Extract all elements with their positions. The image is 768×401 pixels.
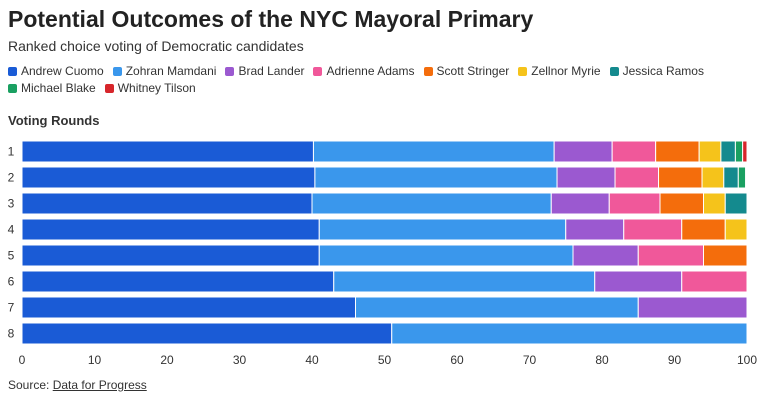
legend-item: Zellnor Myrie xyxy=(518,64,601,78)
legend-label: Whitney Tilson xyxy=(117,81,196,95)
legend-item: Zohran Mamdani xyxy=(112,64,217,78)
chart-title: Potential Outcomes of the NYC Mayoral Pr… xyxy=(8,6,534,32)
bar-segment xyxy=(720,140,736,163)
bar-segment xyxy=(311,192,552,215)
legend-swatch xyxy=(609,66,619,76)
bar-segment xyxy=(658,166,703,189)
legend-item: Brad Lander xyxy=(225,64,304,78)
y-axis-title: Voting Rounds xyxy=(8,113,100,128)
bar-segment xyxy=(21,270,335,293)
bar-segment xyxy=(312,140,555,163)
bar-segment xyxy=(703,192,726,215)
bar-segment xyxy=(724,192,748,215)
bar-segment xyxy=(333,270,596,293)
y-tick-label: 4 xyxy=(8,223,15,237)
bar-segment xyxy=(608,192,661,215)
bar-segment xyxy=(21,192,313,215)
bar-segment xyxy=(21,244,320,267)
legend-swatch xyxy=(225,66,235,76)
x-tick-label: 90 xyxy=(668,353,682,367)
legend-label: Scott Stringer xyxy=(436,64,510,78)
x-tick-label: 50 xyxy=(378,353,392,367)
bar-segment xyxy=(637,244,704,267)
bar-segment xyxy=(21,218,320,241)
legend-item: Whitney Tilson xyxy=(104,81,196,95)
bar-segment xyxy=(550,192,610,215)
x-tick-label: 30 xyxy=(233,353,247,367)
bar-segment xyxy=(21,140,314,163)
y-tick-label: 5 xyxy=(8,249,15,263)
legend-label: Brad Lander xyxy=(238,64,305,78)
legend-swatch xyxy=(112,66,122,76)
bar-segment xyxy=(21,296,356,319)
source-prefix: Source: xyxy=(8,378,53,392)
legend-swatch xyxy=(8,66,17,76)
legend-label: Jessica Ramos xyxy=(622,64,704,78)
legend: Andrew Cuomo Zohran Mamdani Brad Lander Adr… xyxy=(8,64,760,95)
legend-label: Andrew Cuomo xyxy=(21,64,104,78)
bar-segment xyxy=(623,218,683,241)
bar-segment xyxy=(565,218,625,241)
bar-segment xyxy=(553,140,613,163)
bar-segment xyxy=(681,270,748,293)
bar-segment xyxy=(318,244,574,267)
legend-item: Adrienne Adams xyxy=(313,64,415,78)
bar-segment xyxy=(734,140,744,163)
bar-segment xyxy=(355,296,639,319)
bar-segment xyxy=(681,218,726,241)
y-tick-label: 8 xyxy=(8,327,15,341)
bar-segment xyxy=(659,192,704,215)
x-tick-label: 60 xyxy=(450,353,464,367)
x-tick-label: 80 xyxy=(595,353,609,367)
legend-swatch xyxy=(104,83,114,93)
bar-segment xyxy=(594,270,683,293)
x-tick-label: 20 xyxy=(160,353,174,367)
chart-subtitle: Ranked choice voting of Democratic candi… xyxy=(8,38,304,54)
bar-segment xyxy=(724,218,748,241)
bar-segment xyxy=(391,322,748,345)
bar-segment xyxy=(21,322,393,345)
legend-item: Scott Stringer xyxy=(423,64,510,78)
bar-segment xyxy=(314,166,558,189)
legend-swatch xyxy=(313,66,323,76)
legend-item: Andrew Cuomo xyxy=(8,64,104,78)
source-note: Source: Data for Progress xyxy=(8,378,147,392)
y-tick-label: 3 xyxy=(8,197,15,211)
y-tick-label: 2 xyxy=(8,171,15,185)
bar-segment xyxy=(21,166,316,189)
legend-swatch xyxy=(8,83,17,93)
legend-label: Adrienne Adams xyxy=(326,64,415,78)
legend-swatch xyxy=(423,66,433,76)
bar-segment xyxy=(637,296,748,319)
bar-segment xyxy=(723,166,739,189)
bar-segment xyxy=(611,140,657,163)
x-tick-label: 100 xyxy=(737,353,757,367)
legend-label: Michael Blake xyxy=(21,81,96,95)
y-tick-label: 7 xyxy=(8,301,15,315)
legend-label: Zellnor Myrie xyxy=(531,64,601,78)
x-tick-label: 40 xyxy=(305,353,319,367)
source-link[interactable]: Data for Progress xyxy=(52,378,147,392)
legend-item: Jessica Ramos xyxy=(609,64,704,78)
bar-segment xyxy=(742,140,748,163)
bar-segment xyxy=(318,218,567,241)
bar-segment xyxy=(703,244,748,267)
x-tick-label: 0 xyxy=(19,353,26,367)
bar-segment xyxy=(614,166,660,189)
bar-segment xyxy=(698,140,722,163)
y-tick-label: 1 xyxy=(8,145,15,159)
bar-segment xyxy=(556,166,616,189)
legend-label: Zohran Mamdani xyxy=(125,64,217,78)
legend-item: Michael Blake xyxy=(8,81,96,95)
legend-swatch xyxy=(518,66,528,76)
bar-segment xyxy=(655,140,700,163)
bar-segment xyxy=(701,166,725,189)
x-tick-label: 70 xyxy=(523,353,537,367)
bar-segment xyxy=(572,244,639,267)
y-tick-label: 6 xyxy=(8,275,15,289)
x-tick-label: 10 xyxy=(88,353,102,367)
bar-segment xyxy=(737,166,747,189)
